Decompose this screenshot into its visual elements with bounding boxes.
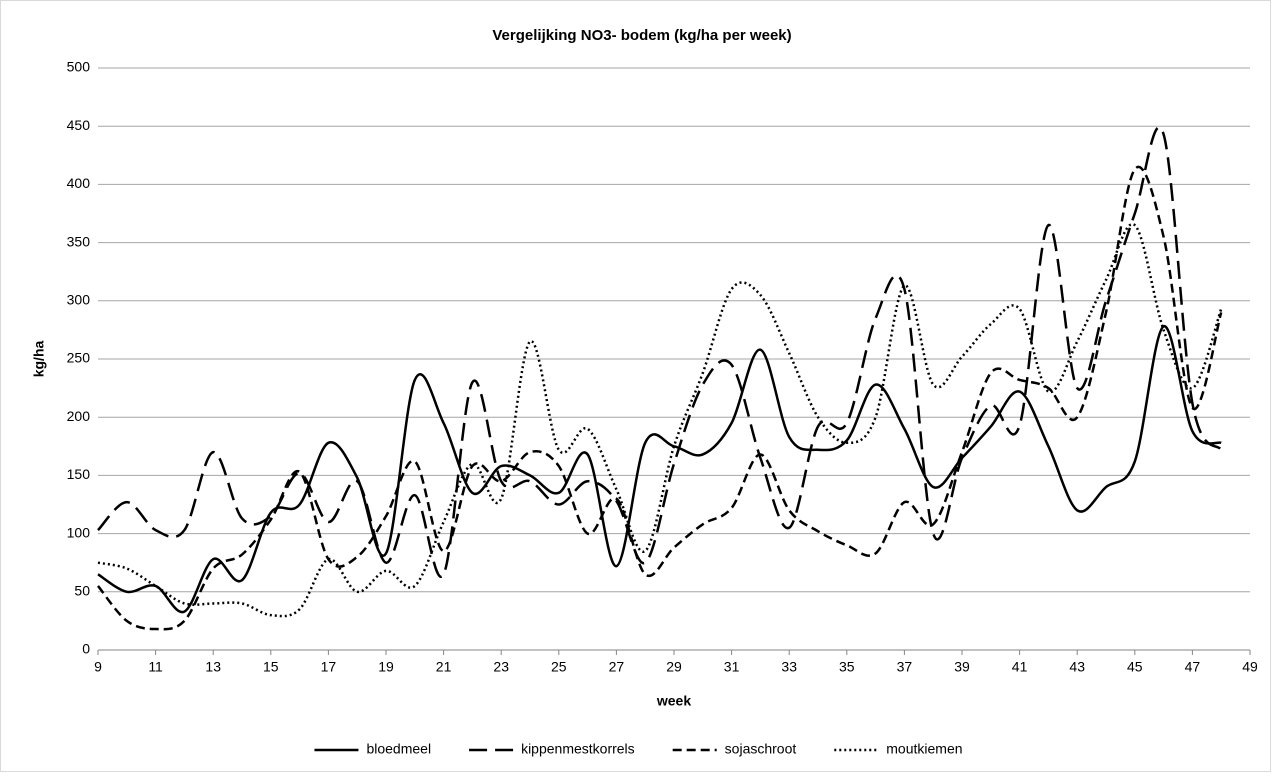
legend-label: moutkiemen <box>886 741 962 757</box>
y-tick-label: 0 <box>82 641 90 657</box>
x-tick-label: 41 <box>1012 659 1028 675</box>
x-axis-title: week <box>656 693 691 709</box>
x-tick-label: 9 <box>94 659 102 675</box>
y-tick-label: 200 <box>67 408 91 424</box>
y-tick-label: 400 <box>67 175 91 191</box>
chart-title: Vergelijking NO3- bodem (kg/ha per week) <box>492 27 791 44</box>
y-tick-label: 450 <box>67 117 91 133</box>
y-tick-label: 50 <box>74 583 90 599</box>
x-tick-label: 31 <box>724 659 740 675</box>
y-tick-label: 250 <box>67 350 91 366</box>
x-tick-label: 43 <box>1069 659 1085 675</box>
x-tick-label: 27 <box>609 659 625 675</box>
x-tick-label: 37 <box>897 659 913 675</box>
x-tick-label: 21 <box>436 659 452 675</box>
x-tick-label: 15 <box>263 659 279 675</box>
x-tick-label: 39 <box>954 659 970 675</box>
x-tick-label: 49 <box>1242 659 1258 675</box>
x-tick-label: 35 <box>839 659 855 675</box>
x-tick-label: 25 <box>551 659 567 675</box>
x-tick-label: 33 <box>781 659 797 675</box>
x-tick-label: 11 <box>148 659 163 675</box>
x-tick-label: 23 <box>493 659 509 675</box>
y-tick-label: 150 <box>67 466 91 482</box>
series-line <box>97 222 1223 618</box>
x-tick-label: 13 <box>205 659 221 675</box>
y-tick-label: 100 <box>67 524 91 540</box>
legend-label: kippenmestkorrels <box>521 741 635 757</box>
series-line <box>97 325 1222 614</box>
series-line <box>97 126 1223 579</box>
legend-label: sojaschroot <box>725 741 797 757</box>
x-tick-label: 29 <box>666 659 682 675</box>
x-tick-label: 19 <box>378 659 394 675</box>
y-tick-label: 500 <box>67 59 91 75</box>
x-tick-label: 45 <box>1127 659 1143 675</box>
y-axis-title: kg/ha <box>31 341 47 378</box>
y-tick-label: 300 <box>67 292 91 308</box>
x-tick-label: 17 <box>321 659 337 675</box>
legend-label: bloedmeel <box>366 741 431 757</box>
series-line <box>97 165 1223 631</box>
x-tick-label: 47 <box>1185 659 1201 675</box>
y-tick-label: 350 <box>67 233 91 249</box>
